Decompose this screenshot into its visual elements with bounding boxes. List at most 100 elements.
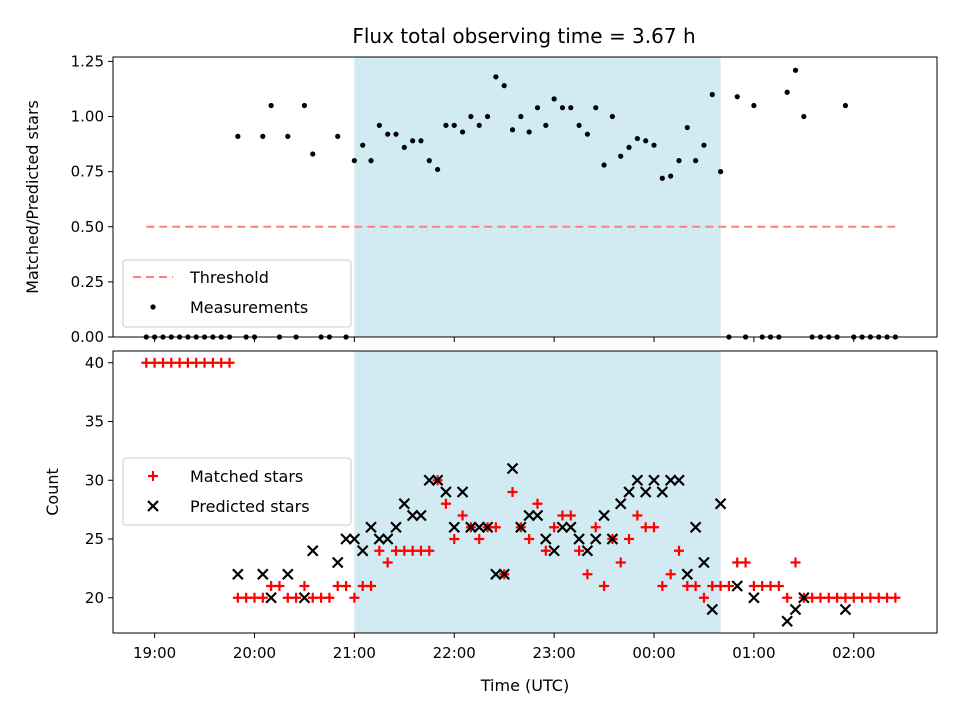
measurement-point [751, 102, 757, 109]
bottom-panel: 20 25 30 35 40 19:00 20:00 21:00 22:00 23:00 00:0… [43, 350, 938, 695]
matched-star-point [507, 487, 518, 497]
matched-star-point [532, 498, 543, 509]
legend-predicted-swatch [147, 500, 159, 512]
matched-star-point [257, 592, 268, 603]
predicted-star-point [473, 521, 485, 534]
predicted-star-point [282, 568, 294, 581]
predicted-star-point [356, 544, 369, 557]
predicted-star-point [656, 486, 669, 498]
x-tick-label: 23:00 [533, 644, 576, 662]
bottom-legend-box [122, 457, 352, 526]
predicted-star-point [448, 521, 461, 534]
measurement-point [626, 144, 632, 150]
measurement-point [335, 133, 341, 139]
measurement-point [668, 173, 674, 179]
legend-matched-swatch [148, 471, 158, 481]
measurement-point [459, 129, 466, 135]
predicted-star-point [531, 509, 544, 522]
measurement-point [468, 113, 474, 120]
predicted-star-point [698, 556, 710, 569]
measurement-point [784, 89, 790, 95]
measurement-point [301, 102, 308, 109]
predicted-star-point [257, 568, 269, 581]
predicted-star-point [839, 603, 852, 616]
predicted-star-point [398, 497, 411, 510]
predicted-star-point [540, 533, 552, 545]
measurement-point [593, 105, 599, 111]
predicted-star-point [381, 533, 394, 545]
matched-star-point [690, 581, 701, 591]
top-x-ticks [154, 337, 855, 342]
measurement-point [568, 105, 574, 111]
matched-star-point [615, 557, 626, 568]
matched-star-point [299, 581, 310, 591]
predicted-star-point [598, 509, 610, 522]
predicted-star-point [348, 533, 361, 545]
matched-star-point [440, 498, 451, 509]
top-axes-frame [112, 56, 938, 338]
measurement-point [418, 138, 424, 144]
matched-star-point [224, 357, 235, 368]
predicted-star-point [306, 544, 319, 557]
predicted-star-point [340, 533, 352, 545]
matched-star-point [773, 581, 784, 591]
top-panel: 0.00 0.25 0.50 0.75 1.00 1.25 Matched/Predict… [23, 52, 938, 346]
predicted-star-point [631, 474, 644, 487]
top-legend-box [122, 259, 352, 328]
bottom-y-tick-label: 30 [85, 471, 104, 489]
matched-star-point [599, 581, 610, 591]
bottom-y-tick-label: 40 [85, 354, 104, 372]
predicted-star-point [465, 521, 477, 534]
top-y-tick-label: 0.25 [71, 273, 104, 291]
matched-star-point [457, 510, 468, 521]
measurement-point [609, 113, 615, 120]
measurement-point [443, 122, 449, 128]
measurement-point [634, 135, 640, 142]
measurement-point [559, 105, 566, 111]
matched-star-point [490, 522, 501, 533]
predicted-star-point [589, 533, 602, 545]
predicted-star-point [565, 521, 577, 534]
legend-predicted-label: Predicted stars [190, 497, 310, 516]
measurement-point [368, 158, 374, 164]
predicted-star-point [415, 509, 427, 522]
top-y-tick-label: 0.50 [71, 218, 104, 236]
x-tick-label: 21:00 [333, 644, 376, 662]
predicted-star-point [232, 568, 244, 581]
measurement-point [709, 91, 715, 98]
matched-star-point [632, 510, 643, 521]
matched-star-point [582, 569, 593, 580]
matched-star-point [524, 534, 535, 544]
top-observing-window [354, 57, 721, 337]
bottom-legend: Matched stars Predicted stars [122, 457, 352, 526]
measurement-point [618, 153, 624, 159]
predicted-star-point [731, 580, 744, 592]
bottom-y-tick-label: 20 [85, 589, 104, 607]
matched-star-point [790, 557, 801, 568]
top-y-axis-label: Matched/Predicted stars [23, 100, 42, 294]
predicted-star-point [623, 486, 635, 498]
predicted-star-point [331, 556, 344, 569]
bottom-observing-window [354, 351, 721, 633]
predicted-star-point [365, 521, 377, 534]
measurement-point [792, 67, 799, 73]
matched-star-point [374, 545, 385, 556]
bottom-y-axis-label: Count [43, 468, 62, 516]
measurement-point [643, 138, 649, 144]
x-tick-label: 01:00 [732, 644, 775, 662]
matched-star-points [141, 357, 901, 603]
top-y-tick-label: 1.00 [71, 108, 104, 126]
measurement-point [518, 113, 524, 120]
x-tick-label: 19:00 [133, 644, 176, 662]
measurement-point [235, 133, 241, 139]
predicted-star-point [614, 497, 627, 510]
legend-threshold-label: Threshold [189, 268, 269, 287]
predicted-star-point [423, 474, 436, 487]
top-y-tick-label: 1.25 [71, 52, 104, 70]
measurement-point [501, 83, 507, 89]
matched-star-point [673, 545, 684, 556]
matched-star-point [590, 522, 601, 533]
measurement-point [717, 169, 724, 175]
bottom-axes-frame [112, 350, 938, 634]
